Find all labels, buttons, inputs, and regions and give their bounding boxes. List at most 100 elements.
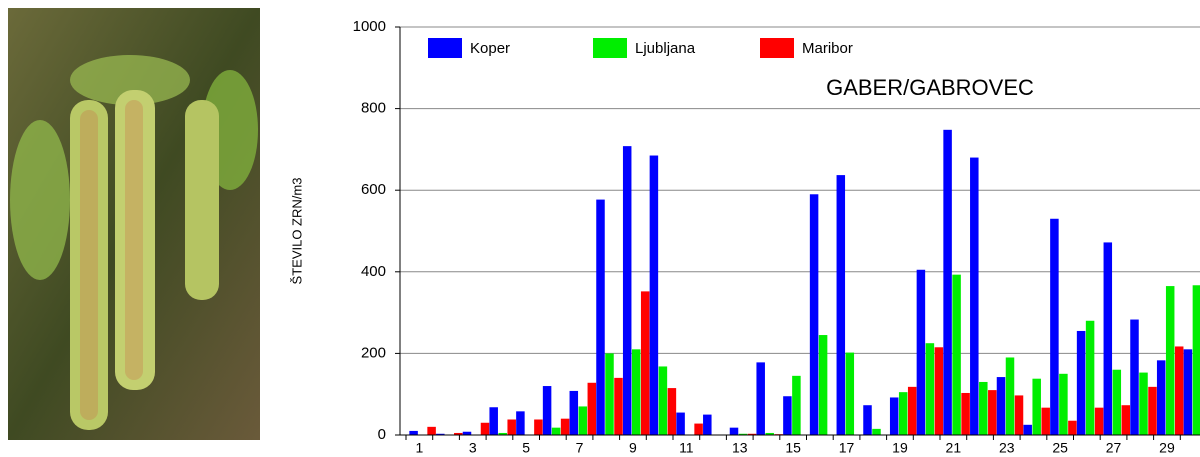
bar: [587, 382, 597, 435]
bar: [1192, 285, 1200, 435]
bar: [1165, 286, 1175, 435]
bar: [560, 418, 570, 435]
bar: [1130, 319, 1139, 435]
legend-swatch: [760, 38, 794, 58]
bar: [916, 269, 926, 435]
bar: [1148, 386, 1157, 435]
bar: [498, 432, 507, 435]
legend-swatch: [428, 38, 462, 58]
bar: [1094, 407, 1104, 435]
bar: [516, 411, 525, 435]
bar: [996, 377, 1006, 435]
x-tick-label: 9: [629, 440, 637, 456]
bar: [480, 422, 490, 435]
x-tick-label: 7: [576, 440, 584, 456]
bar: [1121, 405, 1131, 435]
bar: [614, 377, 623, 435]
y-tick-label: 0: [378, 426, 386, 443]
bar: [1139, 372, 1148, 435]
bar: [809, 194, 819, 435]
bar: [818, 335, 828, 435]
bar: [1103, 242, 1113, 435]
bar: [534, 419, 543, 435]
bar: [1032, 378, 1041, 435]
bar: [622, 146, 632, 436]
bar: [1014, 395, 1024, 435]
bar: [1174, 346, 1184, 435]
bar: [979, 381, 988, 435]
x-tick-label: 3: [469, 440, 477, 456]
bar: [640, 291, 650, 435]
bar: [436, 433, 445, 435]
x-tick-label: 11: [679, 440, 694, 456]
bar: [1041, 407, 1050, 435]
chart-title: GABER/GABROVEC: [826, 75, 1034, 100]
y-tick-label: 600: [361, 181, 386, 198]
photo: [8, 8, 260, 440]
bar: [845, 352, 855, 435]
bar: [1156, 360, 1166, 435]
bar: [631, 349, 641, 435]
y-axis-label: ŠTEVILO ZRN/m3: [289, 178, 304, 285]
x-tick-label: 13: [732, 440, 748, 456]
bar: [747, 433, 757, 435]
bar: [542, 386, 552, 435]
legend-label: Ljubljana: [635, 40, 696, 57]
bar: [925, 343, 935, 435]
bar: [1059, 373, 1068, 435]
bar: [658, 366, 668, 435]
bar: [703, 414, 712, 435]
bar: [898, 392, 908, 435]
bar: [1085, 320, 1095, 435]
bar: [863, 405, 872, 435]
x-tick-label: 25: [1052, 440, 1068, 456]
x-tick-label: 5: [522, 440, 530, 456]
legend-label: Koper: [470, 40, 510, 57]
bar: [489, 407, 498, 435]
bar: [792, 375, 801, 435]
bar: [943, 129, 952, 436]
bar: [756, 362, 765, 435]
x-tick-label: 19: [892, 440, 908, 456]
bar: [578, 406, 588, 435]
x-tick-label: 15: [785, 440, 801, 456]
bar: [729, 427, 739, 435]
bar: [1050, 218, 1059, 435]
bar: [596, 199, 605, 435]
bar: [1023, 424, 1032, 435]
bar: [1005, 357, 1015, 435]
bar: [783, 396, 792, 435]
bar: [907, 386, 917, 435]
bar: [952, 274, 961, 435]
bar: [569, 390, 579, 435]
bar: [934, 347, 944, 435]
bar: [605, 353, 614, 435]
bar: [1076, 330, 1086, 435]
y-tick-label: 1000: [353, 18, 386, 35]
bar: [409, 430, 418, 435]
bar: [649, 155, 659, 435]
y-tick-label: 200: [361, 344, 386, 361]
x-tick-label: 17: [839, 440, 855, 456]
legend-label: Maribor: [802, 40, 853, 57]
legend-swatch: [593, 38, 627, 58]
bar: [961, 392, 970, 435]
x-tick-label: 29: [1159, 440, 1175, 456]
x-tick-label: 21: [946, 440, 962, 456]
x-tick-label: 23: [999, 440, 1015, 456]
bar: [988, 390, 997, 435]
bar: [694, 423, 703, 435]
bar: [676, 412, 685, 435]
bar: [462, 431, 472, 435]
bar: [1068, 420, 1077, 435]
bar: [836, 175, 846, 435]
bar: [1112, 369, 1122, 435]
x-tick-label: 1: [415, 440, 423, 456]
bar: [889, 397, 899, 435]
bar: [970, 157, 979, 435]
y-tick-label: 800: [361, 100, 386, 117]
bar: [427, 426, 436, 435]
y-tick-label: 400: [361, 263, 386, 280]
x-tick-label: 27: [1106, 440, 1122, 456]
